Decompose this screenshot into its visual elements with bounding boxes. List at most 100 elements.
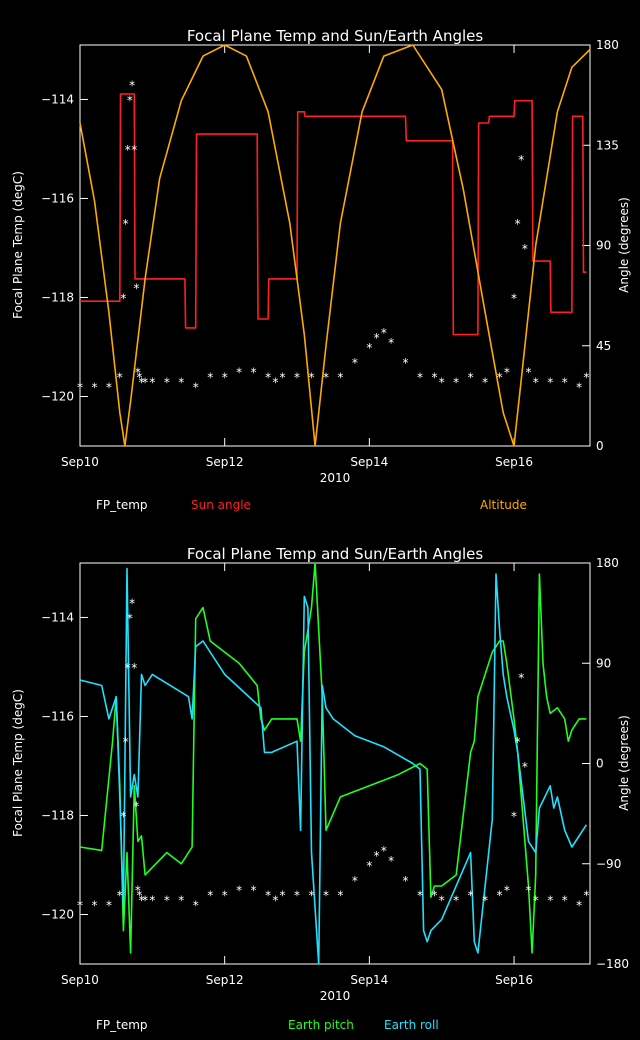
x-tick-label: Sep12 bbox=[206, 455, 244, 469]
data-point: * bbox=[293, 889, 300, 903]
data-point: * bbox=[373, 331, 380, 345]
data-point: * bbox=[293, 371, 300, 385]
data-point: * bbox=[583, 371, 590, 385]
data-point: * bbox=[308, 371, 315, 385]
y-tick-label-left: −116 bbox=[41, 709, 74, 723]
data-point: * bbox=[128, 597, 135, 611]
data-point: * bbox=[76, 381, 83, 395]
data-point: * bbox=[547, 894, 554, 908]
data-point: * bbox=[272, 376, 279, 390]
x-axis-label: 2010 bbox=[320, 471, 351, 485]
plot-frame bbox=[79, 44, 591, 447]
y-tick-label-left: −114 bbox=[41, 92, 74, 106]
data-point: * bbox=[178, 376, 185, 390]
data-point: * bbox=[496, 371, 503, 385]
data-point: * bbox=[116, 371, 123, 385]
legend-fp-temp: FP_temp bbox=[96, 498, 148, 512]
data-point: * bbox=[438, 894, 445, 908]
data-point: * bbox=[438, 376, 445, 390]
data-point: * bbox=[76, 899, 83, 913]
legend-fp-temp: FP_temp bbox=[96, 1018, 148, 1032]
data-point: * bbox=[105, 381, 112, 395]
data-point: * bbox=[481, 894, 488, 908]
x-tick-label: Sep10 bbox=[61, 973, 99, 987]
panel-top: Focal Plane Temp and Sun/Earth Angles Fo… bbox=[11, 27, 631, 512]
data-point: * bbox=[122, 217, 129, 231]
data-point: * bbox=[192, 381, 199, 395]
x-axis-label: 2010 bbox=[320, 989, 351, 1003]
data-point: * bbox=[521, 760, 528, 774]
data-point: * bbox=[134, 366, 141, 380]
data-point: * bbox=[467, 889, 474, 903]
data-point: * bbox=[207, 371, 214, 385]
legend-altitude: Altitude bbox=[480, 498, 527, 512]
data-point: * bbox=[518, 153, 525, 167]
y-tick-label-left: −116 bbox=[41, 191, 74, 205]
data-point: * bbox=[453, 376, 460, 390]
data-point: * bbox=[236, 884, 243, 898]
data-point: * bbox=[525, 884, 532, 898]
chart-title: Focal Plane Temp and Sun/Earth Angles bbox=[187, 545, 484, 563]
data-point: * bbox=[510, 291, 517, 305]
data-point: * bbox=[122, 735, 129, 749]
x-tick-label: Sep16 bbox=[495, 973, 533, 987]
legend-sun-angle: Sun angle bbox=[191, 498, 251, 512]
data-point: * bbox=[402, 356, 409, 370]
chart-title: Focal Plane Temp and Sun/Earth Angles bbox=[187, 27, 484, 45]
data-point: * bbox=[351, 874, 358, 888]
data-point: * bbox=[91, 381, 98, 395]
y-tick-label-right: −90 bbox=[596, 857, 621, 871]
data-point: * bbox=[532, 894, 539, 908]
data-point: * bbox=[149, 894, 156, 908]
data-point: * bbox=[126, 93, 133, 107]
series-line-earth-pitch bbox=[79, 562, 587, 954]
data-point: * bbox=[136, 889, 143, 903]
data-point: * bbox=[532, 376, 539, 390]
data-point: * bbox=[503, 366, 510, 380]
data-point: * bbox=[192, 899, 199, 913]
x-tick-label: Sep12 bbox=[206, 973, 244, 987]
series-fp-temp: * * ************* * * * ** * * * * * * * * * **** **** * * *… bbox=[76, 597, 590, 913]
data-point: * bbox=[467, 371, 474, 385]
x-tick-label: Sep10 bbox=[61, 455, 99, 469]
data-point: * bbox=[163, 894, 170, 908]
y-tick-label-right: 180 bbox=[596, 38, 619, 52]
plot-frame bbox=[79, 562, 591, 965]
data-point: * bbox=[547, 376, 554, 390]
data-point: * bbox=[337, 889, 344, 903]
data-point: * bbox=[120, 809, 127, 823]
series-line-sun-angle bbox=[80, 93, 587, 336]
x-tick-label: Sep16 bbox=[495, 455, 533, 469]
series-fp-temp: * * ************* * * * ** * * * * * * * * * **** **** * * *… bbox=[76, 79, 590, 395]
data-point: * bbox=[250, 366, 257, 380]
data-point: * bbox=[561, 894, 568, 908]
data-point: * bbox=[561, 376, 568, 390]
data-point: * bbox=[133, 282, 140, 296]
data-point: * bbox=[91, 899, 98, 913]
data-point: * bbox=[141, 894, 148, 908]
data-point: * bbox=[431, 371, 438, 385]
y-tick-label-left: −120 bbox=[41, 907, 74, 921]
data-point: * bbox=[387, 854, 394, 868]
data-point: * bbox=[402, 874, 409, 888]
data-point: * bbox=[453, 894, 460, 908]
y-tick-label-right: 135 bbox=[596, 138, 619, 152]
data-point: * bbox=[131, 143, 138, 157]
legend-earth-pitch: Earth pitch bbox=[288, 1018, 354, 1032]
data-point: * bbox=[380, 326, 387, 340]
y-tick-label-left: −120 bbox=[41, 389, 74, 403]
data-point: * bbox=[503, 884, 510, 898]
y-tick-label-right: 180 bbox=[596, 556, 619, 570]
data-point: * bbox=[337, 371, 344, 385]
y-axis-label-left: Focal Plane Temp (degC) bbox=[11, 171, 25, 319]
data-point: * bbox=[576, 381, 583, 395]
data-point: * bbox=[136, 371, 143, 385]
data-point: * bbox=[514, 217, 521, 231]
data-point: * bbox=[583, 889, 590, 903]
data-point: * bbox=[264, 889, 271, 903]
y-tick-label-right: 90 bbox=[596, 239, 611, 253]
data-point: * bbox=[207, 889, 214, 903]
data-point: * bbox=[521, 242, 528, 256]
data-point: * bbox=[250, 884, 257, 898]
data-point: * bbox=[141, 376, 148, 390]
